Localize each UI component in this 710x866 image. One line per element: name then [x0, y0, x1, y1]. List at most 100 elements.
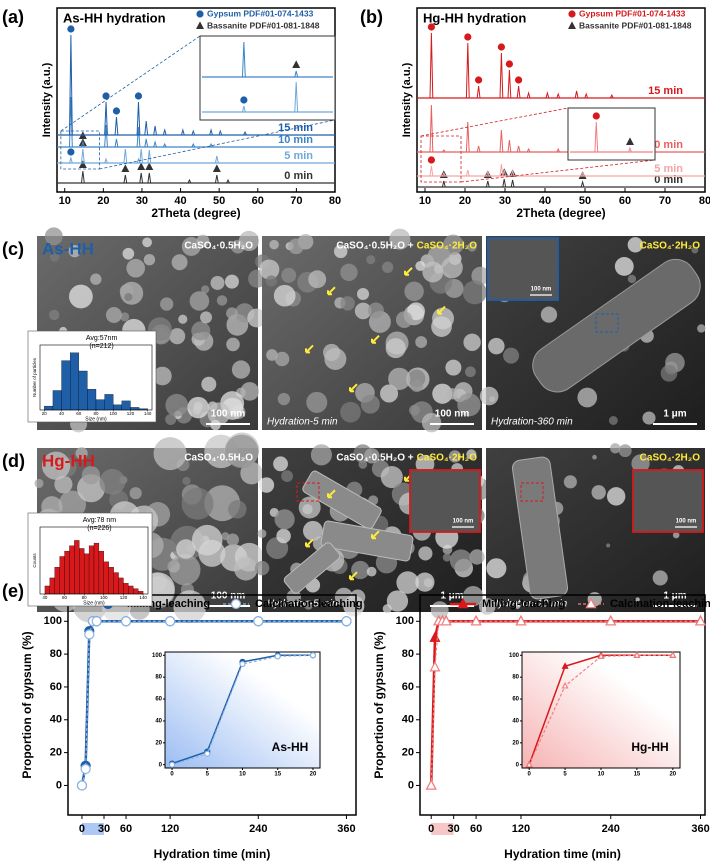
- peak: [465, 169, 470, 177]
- marker: [605, 615, 617, 626]
- sem-grain: [288, 238, 304, 255]
- histogram-bar: [133, 588, 139, 595]
- histogram-bar: [49, 577, 55, 595]
- sem-grain: [266, 349, 278, 361]
- peak: [114, 116, 119, 136]
- marker: [514, 76, 523, 84]
- chart-title: As-HH hydration: [63, 10, 166, 25]
- y-tick-label: 80: [50, 648, 62, 660]
- sem-grain: [226, 533, 239, 546]
- marker: [475, 76, 483, 84]
- y-tick-label: 60: [402, 681, 414, 693]
- sem-grain: [380, 384, 399, 403]
- inset-scale-label: 100 nm: [453, 519, 474, 525]
- sem-grain: [381, 261, 394, 273]
- sem-grain: [191, 524, 223, 556]
- sem-grain: [306, 391, 328, 413]
- peak: [507, 139, 512, 153]
- peak: [136, 126, 141, 148]
- sem-grain: [415, 260, 426, 271]
- caption: Hydration-360 min: [491, 417, 573, 428]
- marker: [78, 160, 87, 168]
- sem-grain: [386, 590, 409, 612]
- sem-grain: [333, 244, 348, 259]
- histogram-bar: [54, 567, 60, 595]
- phase-label-dihydrate: CaSO₄·2H₂O: [640, 453, 701, 464]
- sem-grain: [618, 444, 632, 458]
- panel-label: (e): [2, 581, 24, 601]
- marker: [239, 660, 246, 668]
- inset-frame: [567, 107, 656, 161]
- zoom-box: [60, 130, 100, 170]
- sem-grain: [221, 532, 230, 541]
- series-line: [81, 620, 347, 786]
- sem-grain: [608, 416, 618, 425]
- peak: [139, 148, 144, 164]
- legend-label: Calcination-leaching: [255, 598, 363, 610]
- sem-grain: [77, 474, 106, 503]
- peak: [214, 155, 219, 164]
- x-tick-label: 120: [512, 823, 530, 835]
- sem-grain: [169, 554, 201, 586]
- caption: Hydration-10 min: [491, 599, 568, 610]
- marker: [204, 750, 211, 757]
- sem-grain: [672, 531, 680, 539]
- inset-label: Hg-HH: [631, 740, 668, 754]
- zoom-connector: [460, 159, 656, 183]
- sem-grain: [224, 274, 239, 289]
- marker: [429, 661, 441, 672]
- sem-grain: [171, 254, 188, 271]
- series-label: 5 min: [284, 150, 313, 162]
- plot-frame: [419, 594, 706, 816]
- sem-grain: [395, 311, 413, 329]
- sem-grain: [423, 578, 433, 588]
- x-tick-label: 120: [127, 411, 135, 416]
- sem-grain: [697, 324, 706, 333]
- sem-grain: [340, 263, 358, 282]
- peak: [104, 101, 108, 136]
- arrow: [305, 344, 314, 354]
- inset-scale-label: 100 nm: [531, 287, 552, 293]
- x-tick-label: 0: [428, 823, 434, 835]
- peak: [294, 70, 299, 78]
- peak: [556, 92, 561, 99]
- hist-note: (n=226): [87, 525, 111, 532]
- sem-grain: [422, 261, 444, 283]
- plot-frame: [67, 594, 357, 816]
- legend-label: Calcination-leaching: [610, 598, 710, 610]
- histogram-bar: [93, 542, 100, 595]
- sem-grain: [606, 543, 611, 548]
- x-tick-label: 80: [699, 195, 710, 207]
- sem-grain: [257, 529, 267, 538]
- chart-title: Hg-HH hydration: [423, 10, 526, 25]
- x-tick-label: 30: [136, 195, 148, 207]
- series-label: 10 min: [278, 134, 313, 146]
- histogram-bar: [84, 553, 90, 595]
- sem-inset: [409, 469, 481, 533]
- sem-grain: [200, 311, 213, 324]
- phase-label: CaSO₄·0.5H₂O +: [336, 241, 413, 252]
- arrow: [327, 489, 336, 499]
- phase-label-dihydrate: CaSO₄·2H₂O: [417, 241, 478, 252]
- marker: [470, 615, 482, 626]
- sem-grain: [143, 254, 156, 266]
- legend-label: Milling-leaching: [482, 598, 565, 610]
- series-line: [528, 654, 673, 765]
- x-tick-label: 30: [448, 823, 460, 835]
- scale-label: 1 μm: [663, 591, 686, 602]
- y-tick-label: 80: [512, 675, 519, 681]
- sem-grain: [273, 456, 288, 472]
- y-tick-label: 20: [50, 747, 62, 759]
- peak: [162, 128, 167, 136]
- peak: [429, 165, 434, 177]
- sem-grain: [90, 273, 102, 285]
- peak: [485, 180, 490, 188]
- marker: [568, 21, 576, 29]
- sem-texture: [255, 228, 490, 433]
- peak: [502, 178, 507, 188]
- x-tick-label: 100: [100, 595, 108, 600]
- peak: [574, 90, 579, 99]
- x-tick-label: 0: [79, 823, 85, 835]
- x-tick-label: 10: [419, 195, 431, 207]
- scale-label: 100 nm: [211, 591, 246, 602]
